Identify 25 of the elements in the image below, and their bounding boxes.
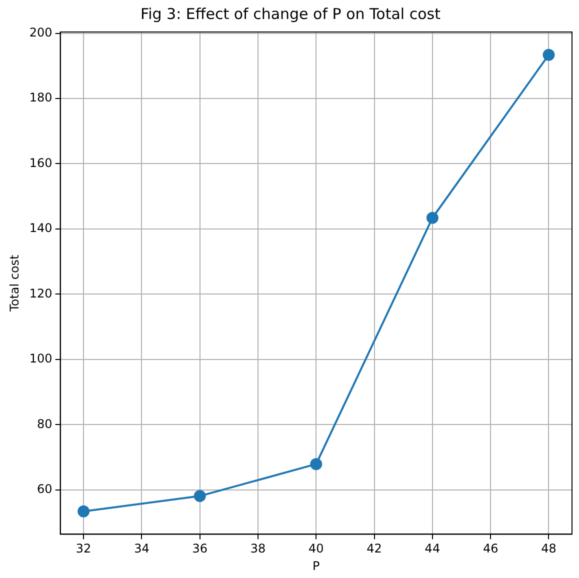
x-tick-label: 38 bbox=[250, 542, 266, 556]
x-tick-label: 32 bbox=[76, 542, 92, 556]
point bbox=[194, 490, 206, 502]
point bbox=[426, 212, 438, 224]
y-tick-label: 180 bbox=[29, 90, 52, 105]
x-tick-label: 46 bbox=[482, 542, 498, 556]
x-tick-label: 44 bbox=[424, 542, 440, 556]
x-tick-label: 34 bbox=[134, 542, 150, 556]
y-tick-label: 120 bbox=[29, 286, 52, 300]
x-tick-label: 40 bbox=[308, 542, 324, 556]
x-tick-label: 42 bbox=[366, 542, 382, 556]
y-tick-label: 160 bbox=[29, 156, 52, 170]
y-tick-label: 80 bbox=[37, 416, 52, 431]
point bbox=[78, 505, 90, 518]
point bbox=[310, 458, 322, 470]
y-tick-label: 200 bbox=[29, 25, 52, 40]
point bbox=[542, 48, 555, 61]
chart-title: Fig 3: Effect of change of P on Total cost bbox=[140, 4, 441, 23]
x-tick-label: 36 bbox=[192, 542, 208, 556]
x-tick-label: 48 bbox=[541, 542, 556, 556]
y-tick-label: 60 bbox=[37, 482, 52, 496]
y-axis-title: Total cost bbox=[7, 254, 22, 312]
x-axis-title: P bbox=[312, 558, 320, 573]
y-tick-label: 100 bbox=[29, 352, 52, 366]
y-tick-label: 140 bbox=[29, 221, 52, 236]
